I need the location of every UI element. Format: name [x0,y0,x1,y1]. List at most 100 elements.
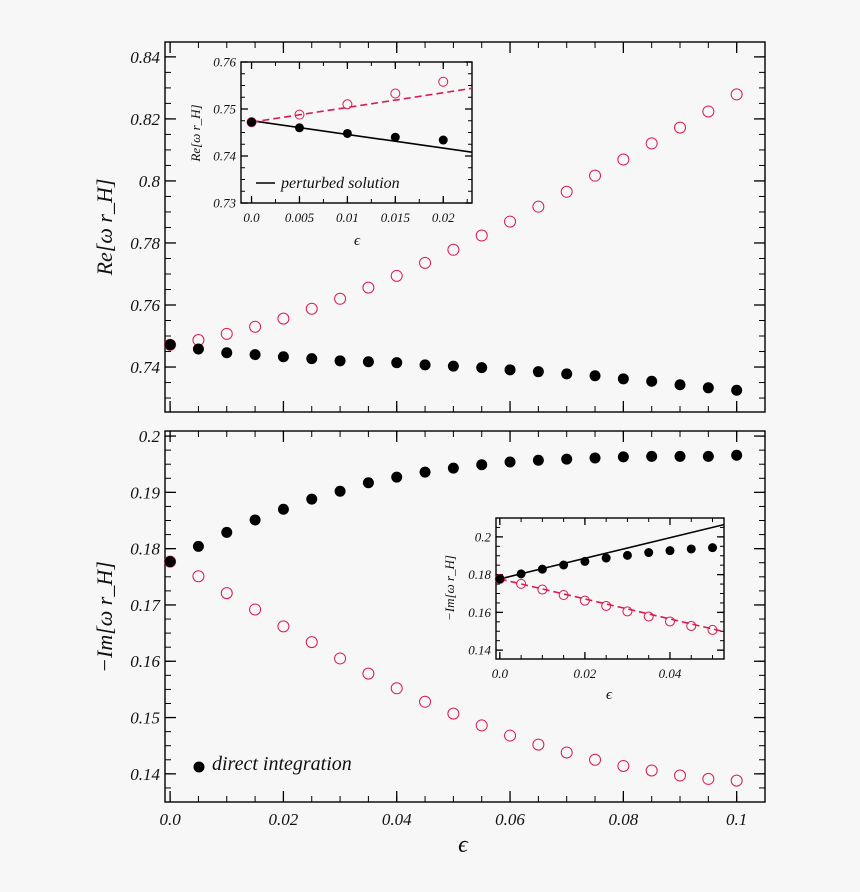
x-tick-label: 0.015 [381,210,411,225]
direct-integration-point [362,356,374,368]
open-circle-point [277,312,290,325]
x-tick-label: 0.02 [574,666,597,681]
open-circle-point [560,185,573,198]
direct-integration-point [438,135,448,145]
y-tick-label: 0.19 [130,483,160,502]
direct-integration-point [504,364,516,376]
direct-integration-point [495,574,505,584]
x-axis-label: ϵ [606,687,613,703]
direct-integration-point [390,132,400,142]
y-tick-label: 0.84 [130,48,160,67]
open-circle-point [589,753,602,766]
open-circle-point [674,769,687,782]
perturbed-fit-dashed-line [251,87,472,123]
y-tick-label: 0.74 [213,149,236,164]
y-tick-label: 0.82 [130,110,160,129]
direct-integration-point [516,569,526,579]
open-circle-point [532,738,545,751]
direct-integration-point [731,384,743,396]
y-tick-label: 0.14 [130,765,160,784]
inset-background [496,518,724,659]
direct-integration-point [589,370,601,382]
y-tick-label: 0.8 [139,172,161,191]
open-circle-point [334,292,347,305]
y-axis-label: −Im[ω r_H] [92,561,117,673]
open-circle-point [579,595,590,606]
direct-integration-point [249,349,261,361]
open-circle-point [617,759,630,772]
direct-integration-point [419,359,431,371]
y-axis-label: Re[ω r_H] [92,179,117,277]
direct-integration-point [334,485,346,497]
y-tick-label: 0.18 [130,540,160,559]
open-circle-point [589,169,602,182]
plot-frame [495,517,725,660]
perturbed-solution-line [251,119,472,154]
y-tick-label: 0.78 [130,234,160,253]
legend-label: perturbed solution [280,175,400,192]
direct-integration-point [277,503,289,515]
x-tick-label: 0.1 [726,810,747,829]
direct-integration-point [674,379,686,391]
direct-integration-point [674,450,686,462]
plot-frame [240,61,473,204]
x-tick-label: 0.0 [243,210,260,225]
open-circle-point [617,153,630,166]
direct-integration-point [702,450,714,462]
open-circle-point [532,200,545,213]
y-axis-label: Re[ω r_H] [188,104,203,162]
y-tick-label: 0.2 [475,529,492,544]
direct-integration-point [646,450,658,462]
legend: perturbed solution [256,175,400,192]
direct-integration-point [561,368,573,380]
open-circle-point [362,281,375,294]
legend-label: direct integration [212,753,352,775]
direct-integration-point [391,471,403,483]
direct-integration-point [419,466,431,478]
x-tick-label: 0.005 [285,210,315,225]
open-circle-point [686,620,697,631]
x-axis-label: ϵ [458,832,469,858]
open-circle-point [447,243,460,256]
direct-integration-point [622,550,632,560]
direct-integration-point [221,526,233,538]
direct-integration-point [504,456,516,468]
legend-dot-marker [193,761,205,773]
direct-integration-point [644,548,654,558]
open-circle-point [537,584,548,595]
x-tick-label: 0.0 [159,810,181,829]
direct-integration-point [559,560,569,570]
open-circle-point [192,570,205,583]
open-circle-point [560,746,573,759]
direct-integration-point [532,366,544,378]
open-circle-point [390,88,401,99]
direct-integration-point [334,355,346,367]
y-tick-label: 0.74 [130,358,160,377]
perturbed-fit-dashed-line [499,578,724,633]
direct-integration-point [532,454,544,466]
y-tick-label: 0.14 [468,643,491,658]
direct-integration-point [601,553,611,563]
direct-integration-point [561,453,573,465]
open-circle-point [249,603,262,616]
ticks [165,431,766,803]
y-tick-label: 0.16 [130,652,160,671]
direct-integration-point [391,357,403,369]
direct-integration-point [249,514,261,526]
open-circle-point [419,256,432,269]
y-tick-label: 0.16 [468,605,491,620]
open-circle-point [702,105,715,118]
open-circle-point [342,99,353,110]
perturbed-solution-line [499,523,724,580]
y-tick-label: 0.73 [213,196,236,211]
y-tick-label: 0.76 [213,55,236,70]
x-tick-label: 0.06 [495,810,525,829]
y-tick-label: 0.18 [468,567,491,582]
open-circle-point [730,88,743,101]
open-circle-point [674,121,687,134]
x-tick-label: 0.01 [336,210,359,225]
direct-integration-point [164,556,176,568]
panel-inset-top: 0.0 0.005 0.01 0.015 0.02 0.73 0.74 0.75 0.76 Re[… [188,55,473,249]
open-circle-point [277,620,290,633]
